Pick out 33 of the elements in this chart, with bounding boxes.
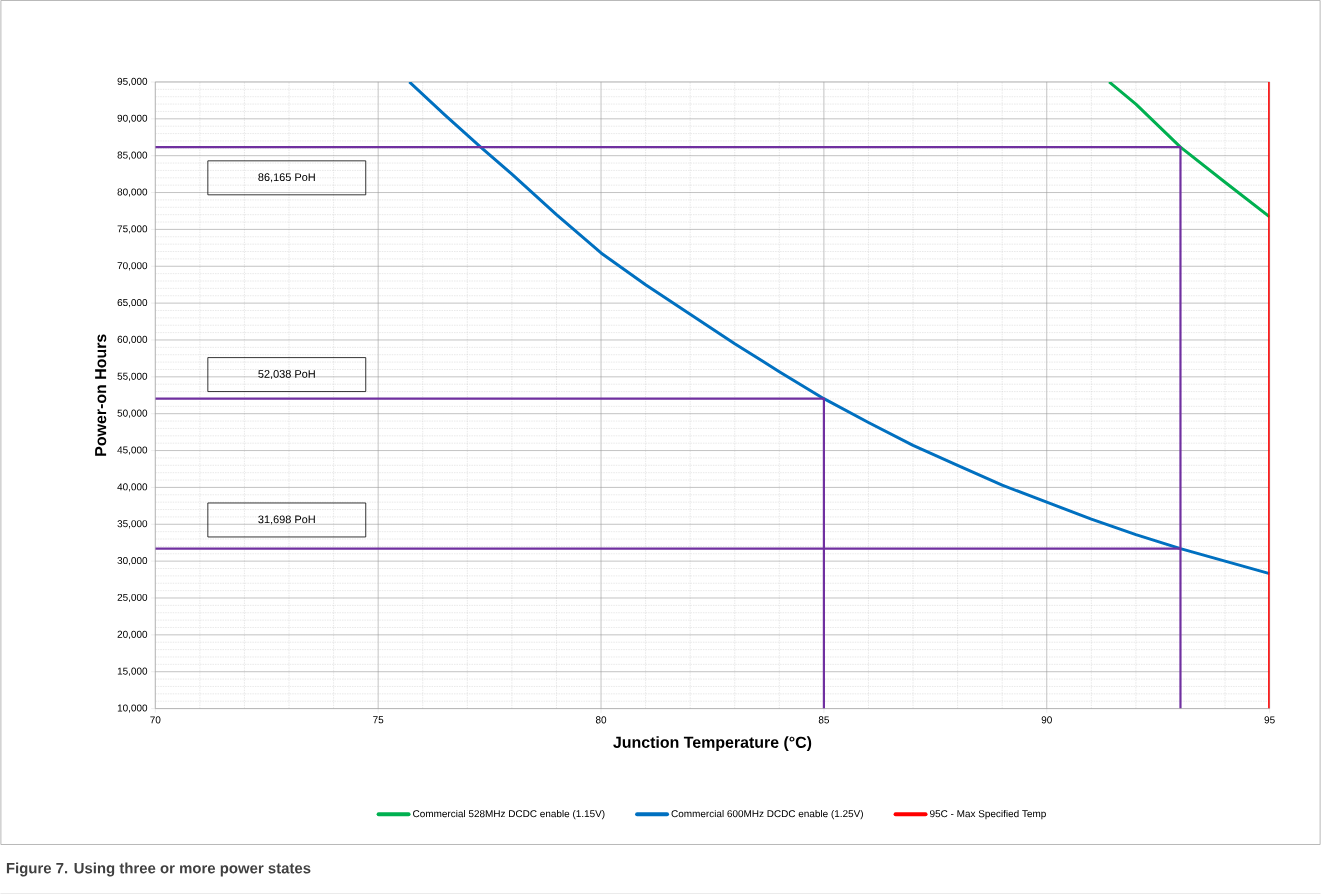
y-tick-label: 25,000 bbox=[117, 593, 148, 602]
y-tick-label: 75,000 bbox=[117, 225, 148, 234]
x-tick-label: 85 bbox=[818, 716, 830, 724]
x-tick-label: 80 bbox=[595, 716, 607, 724]
x-tick-label: 90 bbox=[1041, 716, 1052, 724]
x-tick-label: 70 bbox=[150, 716, 161, 724]
y-tick-label: 40,000 bbox=[117, 483, 148, 492]
y-tick-label: 15,000 bbox=[117, 667, 148, 676]
y-tick-label: 90,000 bbox=[117, 114, 148, 123]
y-tick-label: 45,000 bbox=[117, 446, 148, 455]
y-tick-label: 85,000 bbox=[117, 151, 148, 160]
y-tick-label: 10,000 bbox=[117, 704, 148, 713]
y-tick-label: 70,000 bbox=[117, 261, 148, 271]
annotation: 86,165 PoH bbox=[258, 173, 315, 183]
legend-label: Commercial 528MHz DCDC enable (1.15V) bbox=[413, 809, 605, 819]
annotation: 52,038 PoH bbox=[258, 369, 315, 379]
y-tick-label: 30,000 bbox=[117, 556, 148, 566]
x-tick-label: 75 bbox=[373, 716, 384, 724]
legend-label: 95C - Max Specified Temp bbox=[930, 809, 1046, 819]
y-tick-label: 65,000 bbox=[117, 298, 148, 308]
y-tick-label: 20,000 bbox=[117, 630, 148, 639]
y-tick-label: 50,000 bbox=[117, 409, 148, 418]
y-tick-label: 60,000 bbox=[117, 335, 148, 344]
y-tick-label: 95,000 bbox=[117, 77, 148, 86]
caption: Figure 7. Using three or more power states bbox=[6, 862, 311, 877]
legend-label: Commercial 600MHz DCDC enable (1.25V) bbox=[671, 809, 863, 819]
y-tick-label: 55,000 bbox=[117, 372, 148, 381]
annotation: 31,698 PoH bbox=[258, 515, 315, 525]
x-axis-title: Junction Temperature (°C) bbox=[613, 736, 812, 751]
y-tick-label: 35,000 bbox=[117, 519, 148, 529]
x-tick-label: 95 bbox=[1264, 716, 1275, 724]
y-axis-title: Power-on Hours bbox=[95, 334, 107, 456]
y-tick-label: 80,000 bbox=[117, 188, 148, 197]
